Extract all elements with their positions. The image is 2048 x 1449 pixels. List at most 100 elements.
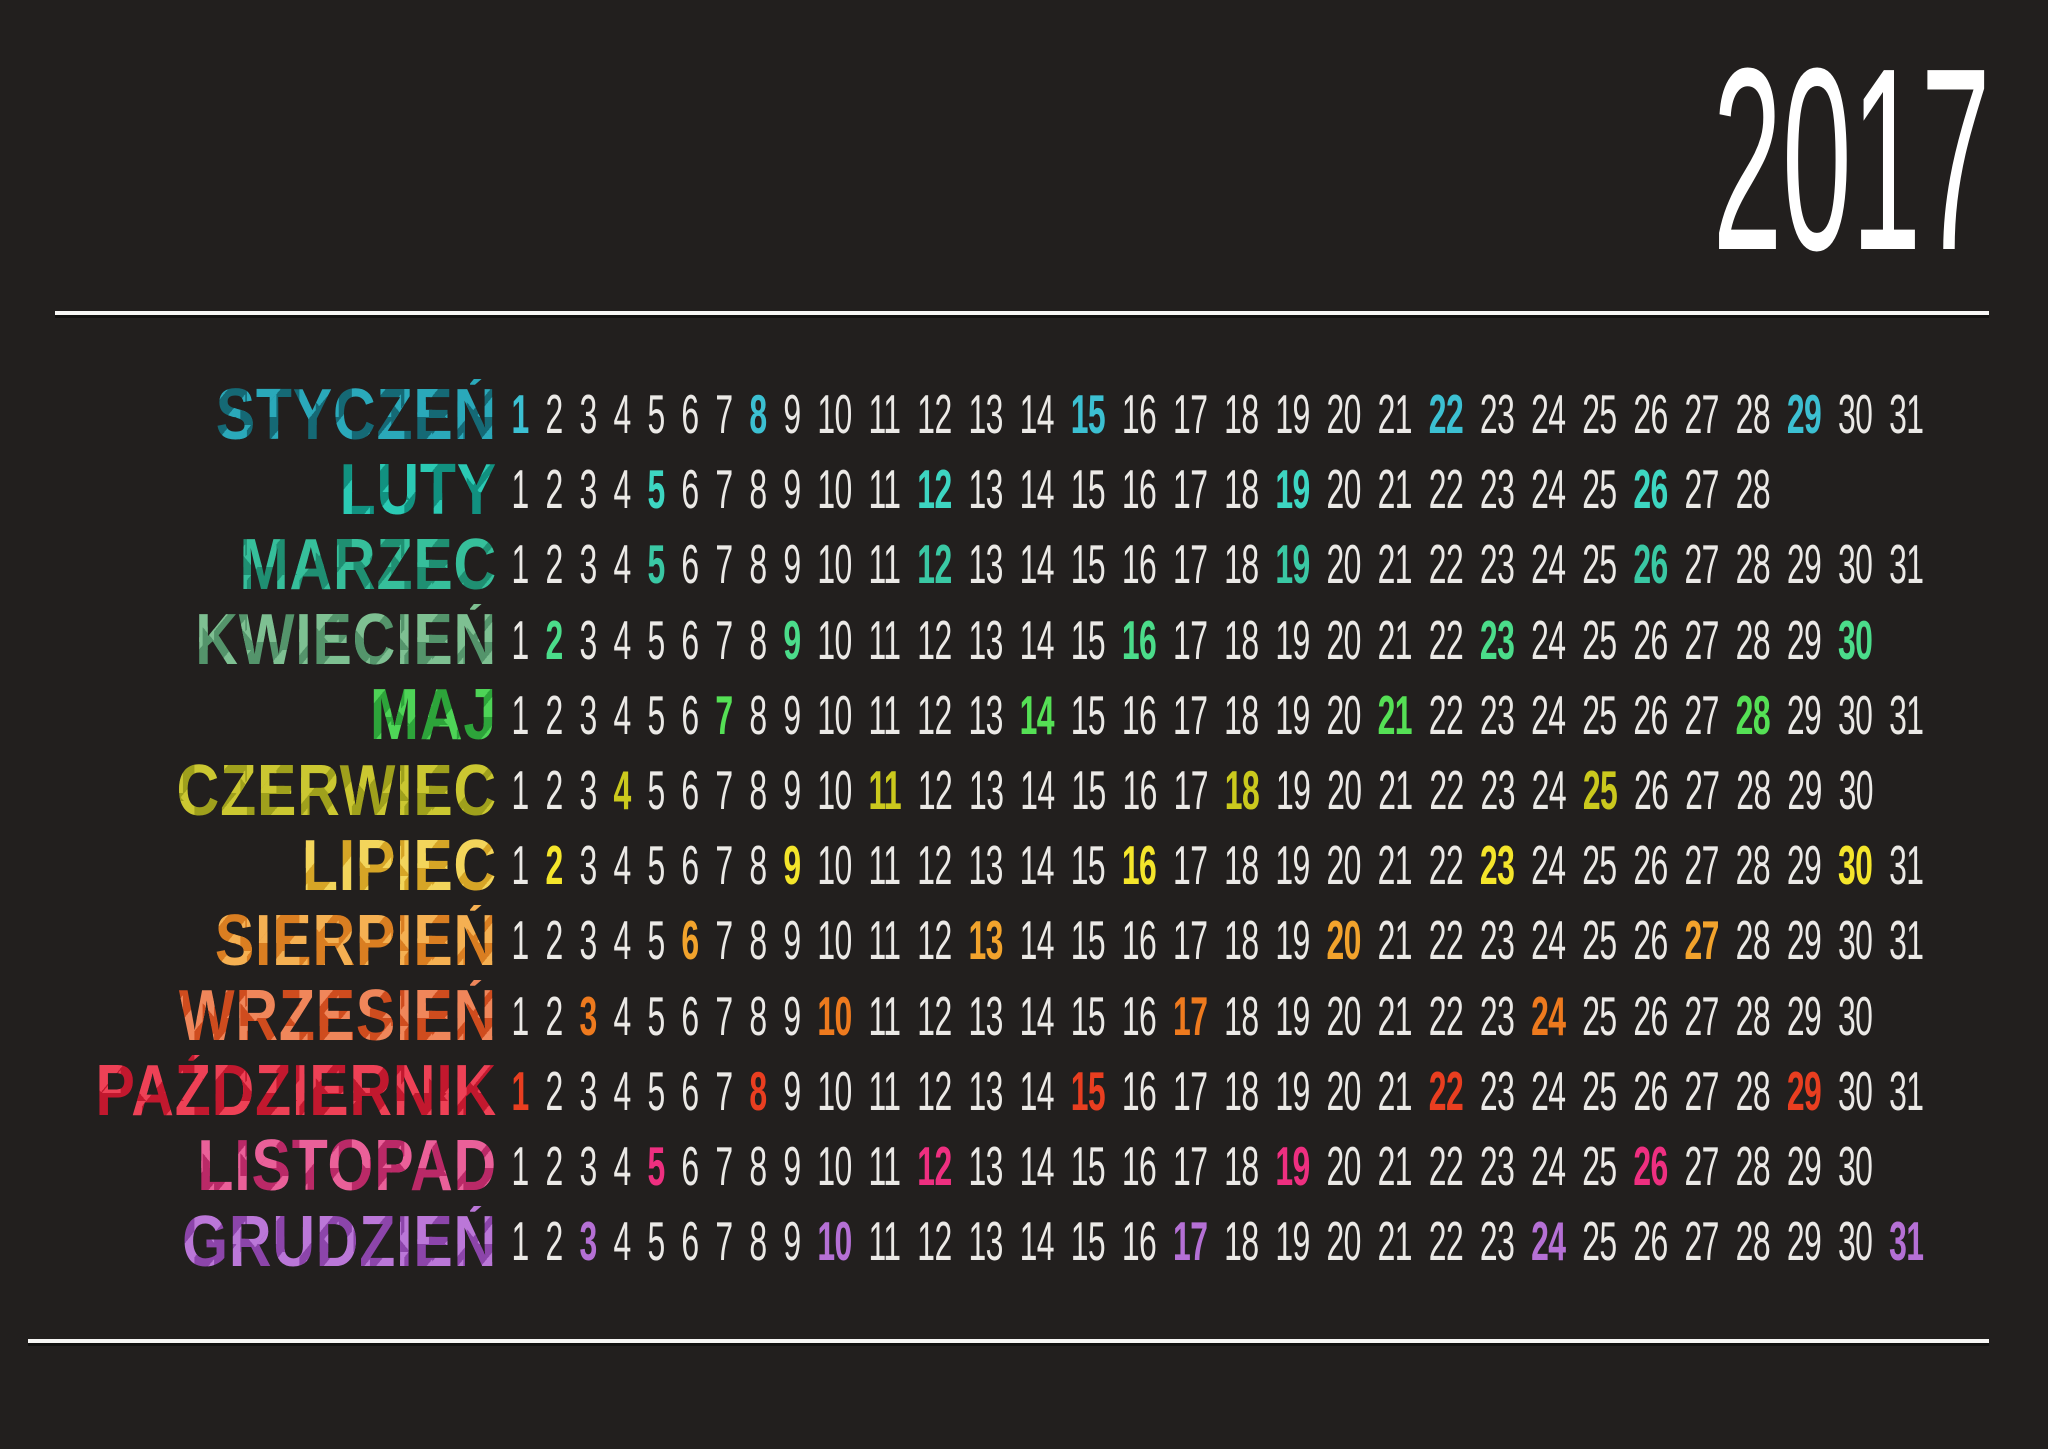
month-row: LUTY 1 2 3 4 5 6 7 8 9 10 11 12 13 14 15 16 17 18 19 20 21 22 2… (0, 452, 2048, 527)
day-number-sunday: 25 (1582, 759, 1618, 822)
day-number: 15 (1070, 984, 1106, 1047)
day-number: 25 (1582, 383, 1617, 446)
day-number: 4 (613, 458, 631, 521)
day-number: 25 (1582, 533, 1617, 596)
day-number: 14 (1019, 608, 1055, 671)
day-number: 23 (1479, 533, 1515, 596)
day-number: 4 (613, 1134, 631, 1197)
month-name-label: GRUDZIEŃ (89, 1205, 497, 1278)
day-number-sunday: 8 (749, 383, 767, 446)
day-number: 3 (579, 383, 597, 446)
day-number: 17 (1173, 909, 1208, 972)
day-number: 9 (783, 383, 801, 446)
day-number: 13 (968, 683, 1003, 746)
month-name-label: KWIECIEŃ (89, 604, 497, 677)
day-number: 1 (511, 608, 530, 671)
day-number: 9 (783, 683, 801, 746)
day-number: 17 (1173, 533, 1208, 596)
day-number: 22 (1428, 1210, 1464, 1273)
day-number: 29 (1786, 834, 1822, 897)
day-number-sunday: 23 (1479, 608, 1515, 671)
day-number: 18 (1224, 1134, 1259, 1197)
day-number: 9 (783, 533, 801, 596)
day-number: 12 (917, 759, 953, 822)
day-number: 26 (1633, 1210, 1668, 1273)
day-number: 27 (1684, 984, 1720, 1047)
day-number: 7 (715, 834, 733, 897)
day-number: 24 (1531, 1059, 1566, 1122)
day-number: 2 (545, 458, 563, 521)
month-row: MARZEC 1 2 3 4 5 6 7 8 9 10 11 12 13 14 15 16 17 18 19 20 21 2… (0, 527, 2048, 602)
month-row: MAJ 1 2 3 4 5 6 7 8 9 10 11 12 13 14 15 16 17 18 19 20 21 22 23… (0, 678, 2048, 753)
month-row: LIPIEC 1 2 3 4 5 6 7 8 9 10 11 12 13 14 15 16 17 18 19 20 21 2… (0, 828, 2048, 903)
day-number: 10 (817, 834, 852, 897)
day-number: 24 (1531, 533, 1566, 596)
day-number-sunday: 8 (749, 1059, 767, 1122)
day-number: 18 (1224, 1059, 1259, 1122)
day-number: 5 (647, 608, 665, 671)
day-number-sunday: 30 (1837, 608, 1873, 671)
month-row: CZERWIEC 1 2 3 4 5 6 7 8 9 10 11 12 13 14 15 16 17 18 19 20 2… (0, 753, 2048, 828)
day-number: 26 (1633, 909, 1668, 972)
day-number: 26 (1633, 383, 1668, 446)
day-list: 1 2 3 4 5 6 7 8 9 10 11 12 13 14 15 16 17 18 19 20 21 22 23 24 2… (497, 913, 1940, 968)
day-number: 19 (1275, 1210, 1310, 1273)
day-number: 16 (1122, 759, 1157, 822)
day-number-sunday: 1 (511, 1059, 530, 1122)
day-list: 1 2 3 4 5 6 7 8 9 10 11 12 13 14 15 16 17 18 19 20 21 22 23 24 2… (497, 387, 1940, 442)
day-number: 23 (1479, 1059, 1515, 1122)
day-number: 24 (1531, 608, 1566, 671)
day-number: 25 (1582, 1134, 1617, 1197)
day-number: 27 (1684, 383, 1720, 446)
day-number: 16 (1121, 383, 1157, 446)
day-number: 14 (1019, 533, 1055, 596)
day-list: 1 2 3 4 5 6 7 8 9 10 11 12 13 14 15 16 17 18 19 20 21 22 23 24 2… (497, 537, 1940, 592)
bottom-divider-line (28, 1339, 1989, 1343)
day-number-sunday: 1 (511, 383, 530, 446)
day-number: 12 (917, 834, 952, 897)
day-number: 6 (681, 458, 699, 521)
day-number: 31 (1889, 1059, 1924, 1122)
day-number-sunday: 12 (917, 458, 952, 521)
day-number: 30 (1837, 533, 1873, 596)
day-number-sunday: 16 (1121, 834, 1157, 897)
day-number: 12 (917, 1059, 952, 1122)
day-number: 24 (1531, 683, 1566, 746)
day-number: 3 (579, 683, 597, 746)
day-number: 17 (1173, 608, 1208, 671)
day-list: 1 2 3 4 5 6 7 8 9 10 11 12 13 14 15 16 17 18 19 20 21 22 23 24 2… (497, 1134, 1889, 1197)
day-number: 2 (545, 383, 563, 446)
month-row: PAŹDZIERNIK 1 2 3 4 5 6 7 8 9 10 11 12 13 14 15 16 17 18 19… (0, 1054, 2048, 1129)
day-number-sunday: 5 (647, 1134, 665, 1197)
day-number: 28 (1735, 533, 1771, 596)
month-name-label: WRZESIEŃ (89, 980, 497, 1053)
day-number: 21 (1377, 1059, 1413, 1122)
month-row: SIERPIEŃ 1 2 3 4 5 6 7 8 9 10 11 12 13 14 15 16 17 18 19 20 2… (0, 903, 2048, 978)
day-number: 16 (1121, 683, 1157, 746)
day-number: 2 (545, 759, 563, 822)
day-number: 11 (868, 683, 902, 746)
month-row: STYCZEŃ 1 2 3 4 5 6 7 8 9 10 11 12 13 14 15 16 17 18 19 20 21… (0, 377, 2048, 452)
day-number: 14 (1019, 984, 1055, 1047)
day-number: 10 (817, 759, 852, 822)
day-number: 20 (1327, 759, 1362, 822)
day-number-sunday: 28 (1735, 683, 1771, 746)
day-number: 13 (968, 984, 1003, 1047)
day-number: 2 (545, 683, 563, 746)
day-number: 19 (1275, 834, 1310, 897)
day-number: 29 (1786, 909, 1822, 972)
day-number: 11 (868, 984, 902, 1047)
day-number-sunday: 5 (647, 458, 665, 521)
day-number-sunday: 2 (545, 608, 563, 671)
day-number: 28 (1735, 834, 1771, 897)
day-number: 28 (1735, 1059, 1771, 1122)
day-number: 11 (868, 1134, 902, 1197)
day-number: 18 (1224, 1210, 1259, 1273)
day-number: 26 (1633, 984, 1668, 1047)
day-number: 21 (1377, 1210, 1413, 1273)
day-number: 4 (613, 608, 631, 671)
month-name-label: STYCZEŃ (89, 378, 497, 451)
day-number: 5 (647, 909, 665, 972)
day-number-sunday: 17 (1173, 1210, 1208, 1273)
day-number: 13 (968, 1210, 1003, 1273)
